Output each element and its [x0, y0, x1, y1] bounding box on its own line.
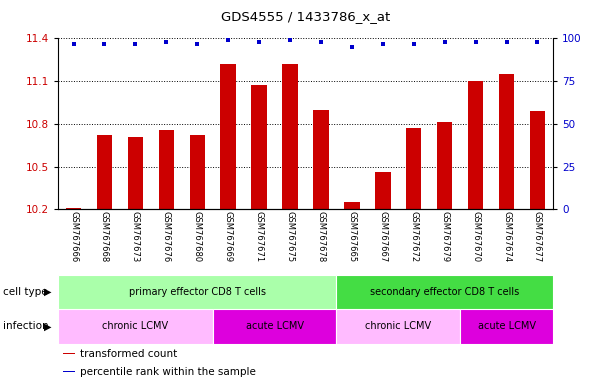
Point: [316, 39, 326, 45]
Bar: [66, 208, 81, 209]
Text: GSM767680: GSM767680: [192, 210, 202, 262]
Bar: [437, 122, 452, 209]
Text: GSM767667: GSM767667: [378, 210, 387, 262]
Text: cell type: cell type: [3, 287, 48, 297]
Point: [161, 39, 171, 45]
Text: GSM767675: GSM767675: [285, 210, 295, 262]
Bar: [337, 275, 553, 309]
Point: [502, 39, 511, 45]
Text: GSM767676: GSM767676: [162, 210, 171, 262]
Text: acute LCMV: acute LCMV: [246, 321, 304, 331]
Text: GSM767674: GSM767674: [502, 210, 511, 262]
Point: [285, 37, 295, 43]
Bar: [221, 64, 236, 209]
Text: acute LCMV: acute LCMV: [478, 321, 536, 331]
Bar: [58, 309, 213, 344]
Point: [533, 39, 543, 45]
Text: GSM767668: GSM767668: [100, 210, 109, 262]
Text: GSM767673: GSM767673: [131, 210, 140, 262]
Text: transformed count: transformed count: [80, 349, 178, 359]
Text: chronic LCMV: chronic LCMV: [365, 321, 431, 331]
Bar: [63, 353, 75, 354]
Bar: [530, 111, 545, 209]
Bar: [159, 129, 174, 209]
Text: percentile rank within the sample: percentile rank within the sample: [80, 367, 256, 377]
Text: GSM767677: GSM767677: [533, 210, 542, 262]
Point: [254, 39, 264, 45]
Point: [409, 40, 419, 46]
Bar: [282, 64, 298, 209]
Point: [378, 40, 388, 46]
Point: [470, 39, 480, 45]
Text: ▶: ▶: [45, 321, 52, 331]
Point: [440, 39, 450, 45]
Bar: [460, 309, 553, 344]
Bar: [58, 275, 337, 309]
Text: primary effector CD8 T cells: primary effector CD8 T cells: [129, 287, 266, 297]
Bar: [499, 74, 514, 209]
Text: GSM767679: GSM767679: [440, 210, 449, 262]
Bar: [337, 309, 460, 344]
Point: [131, 40, 141, 46]
Text: GDS4555 / 1433786_x_at: GDS4555 / 1433786_x_at: [221, 10, 390, 23]
Text: chronic LCMV: chronic LCMV: [102, 321, 169, 331]
Point: [223, 37, 233, 43]
Bar: [406, 128, 422, 209]
Point: [100, 40, 109, 46]
Text: secondary effector CD8 T cells: secondary effector CD8 T cells: [370, 287, 519, 297]
Bar: [375, 172, 390, 209]
Point: [347, 44, 357, 50]
Text: infection: infection: [3, 321, 49, 331]
Point: [192, 40, 202, 46]
Text: GSM767665: GSM767665: [348, 210, 356, 262]
Text: GSM767672: GSM767672: [409, 210, 419, 262]
Bar: [213, 309, 337, 344]
Bar: [251, 85, 267, 209]
Text: GSM767671: GSM767671: [255, 210, 263, 262]
Bar: [313, 109, 329, 209]
Bar: [97, 135, 112, 209]
Bar: [189, 135, 205, 209]
Text: GSM767670: GSM767670: [471, 210, 480, 262]
Bar: [63, 371, 75, 372]
Bar: [468, 81, 483, 209]
Text: GSM767669: GSM767669: [224, 210, 233, 262]
Text: GSM767678: GSM767678: [316, 210, 326, 262]
Point: [68, 40, 78, 46]
Bar: [344, 202, 360, 209]
Text: GSM767666: GSM767666: [69, 210, 78, 262]
Text: ▶: ▶: [45, 287, 52, 297]
Bar: [128, 137, 143, 209]
